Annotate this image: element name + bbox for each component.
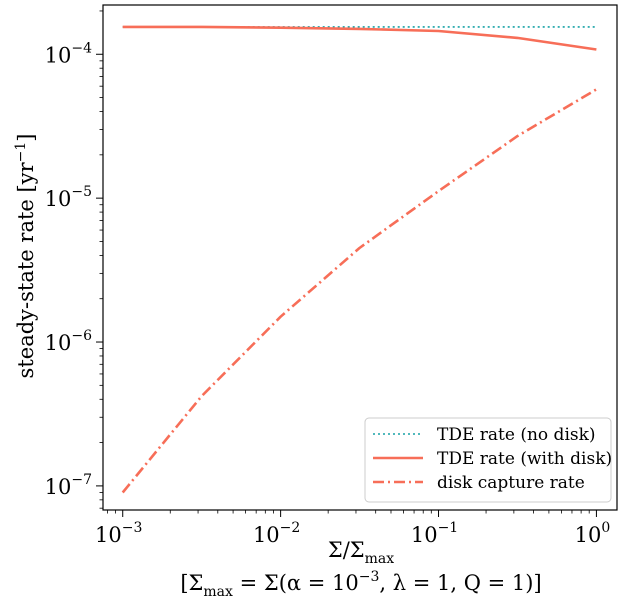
y-axis: 10−7 10−6 10−5 10−4 bbox=[45, 10, 103, 509]
legend-label-3: disk capture rate bbox=[437, 473, 585, 493]
y-tick-label: 10−4 bbox=[45, 40, 92, 67]
x-axis-title: Σ/Σmax bbox=[328, 538, 394, 567]
series-line-3 bbox=[121, 88, 598, 494]
x-tick-label: 10−2 bbox=[253, 520, 300, 547]
plot-frame bbox=[102, 4, 618, 511]
x-tick-label: 100 bbox=[575, 520, 611, 547]
y-tick-label: 10−6 bbox=[45, 328, 92, 355]
legend: TDE rate (no disk) TDE rate (with disk) di… bbox=[364, 417, 612, 503]
legend-label-1: TDE rate (no disk) bbox=[437, 425, 596, 445]
series-layer bbox=[121, 25, 598, 494]
plot-area bbox=[102, 4, 618, 511]
x-tick-label: 10−1 bbox=[411, 520, 458, 547]
legend-box bbox=[364, 417, 612, 503]
series-line-2 bbox=[122, 25, 597, 51]
y-tick-label: 10−7 bbox=[45, 472, 92, 499]
legend-label-2: TDE rate (with disk) bbox=[437, 449, 612, 469]
y-axis-title: steady-state rate [yr−1] bbox=[13, 134, 38, 379]
x-axis: 10−3 10−2 10−1 100 bbox=[95, 510, 610, 547]
x-axis-subtitle: [Σmax = Σ(α = 10−3, λ = 1, Q = 1)] bbox=[180, 569, 541, 600]
y-tick-label: 10−5 bbox=[45, 184, 92, 211]
x-tick-label: 10−3 bbox=[95, 520, 142, 547]
